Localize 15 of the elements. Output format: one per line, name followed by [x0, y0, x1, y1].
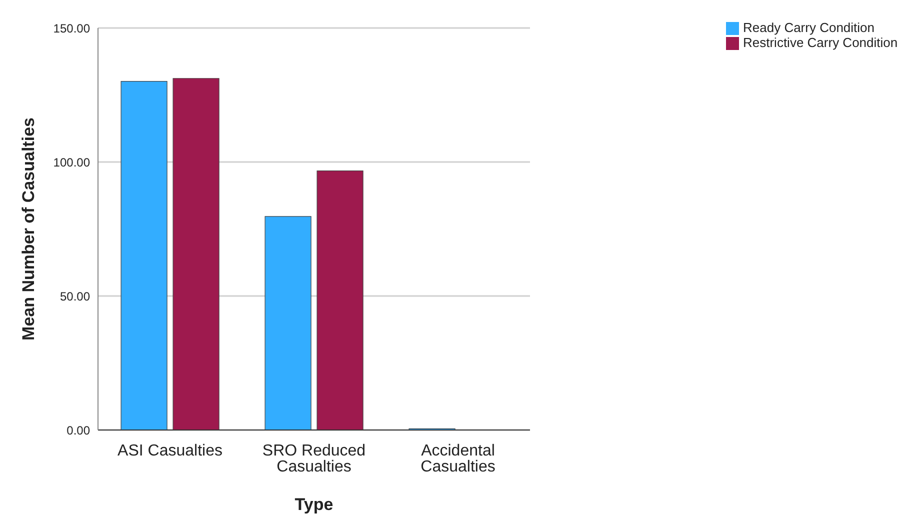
x-tick-label: ASI Casualties — [118, 442, 222, 460]
bar — [316, 170, 364, 430]
bar — [172, 78, 220, 430]
y-tick-label: 100.00 — [53, 155, 90, 170]
x-tick-label: SRO Reduced Casualties — [262, 442, 366, 476]
y-tick-label: 50.00 — [60, 289, 90, 304]
bar — [120, 81, 168, 430]
bar — [264, 216, 312, 430]
y-tick-label: 0.00 — [66, 423, 90, 438]
y-tick-label: 150.00 — [53, 21, 90, 36]
legend-label: Ready Carry Condition — [743, 20, 875, 35]
legend-label: Restrictive Carry Condition — [743, 35, 898, 50]
y-axis-title: Mean Number of Casualties — [19, 118, 38, 340]
x-axis-title: Type — [294, 495, 334, 514]
x-tick-label: Accidental Casualties — [420, 442, 496, 476]
